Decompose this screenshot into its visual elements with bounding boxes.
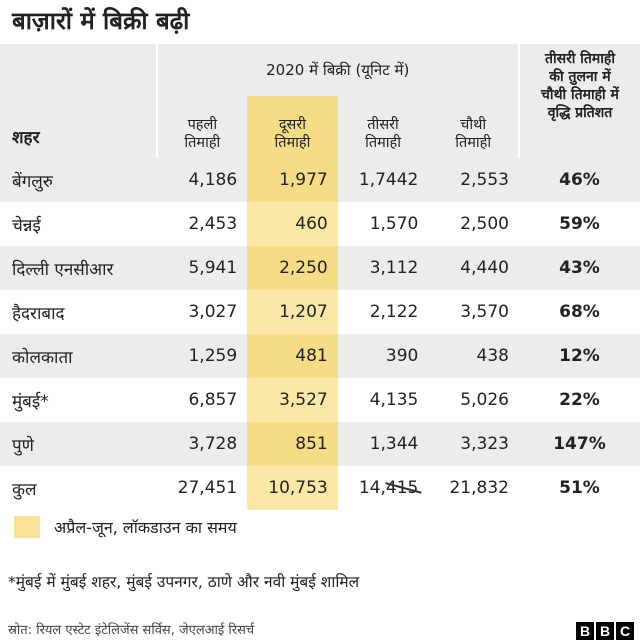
- q2-cell: 3,527: [247, 378, 338, 422]
- q1-cell: 5,941: [156, 246, 248, 290]
- q4-cell: 2,500: [428, 202, 519, 246]
- q1-header-line: पहली: [187, 117, 218, 133]
- table-row: कोलकाता 1,259 481 390 438 12%: [0, 334, 640, 378]
- q1-cell: 1,259: [156, 334, 248, 378]
- q3-total-struck: 14,415: [358, 478, 419, 498]
- city-cell: मुंबई*: [0, 378, 157, 422]
- growth-header-line: की तुलना में: [549, 69, 611, 85]
- q4-cell: 438: [428, 334, 519, 378]
- q2-header-line: तिमाही: [274, 135, 311, 151]
- city-cell: चेन्नई: [0, 202, 157, 246]
- q2-column-header: दूसरी तिमाही: [247, 96, 338, 158]
- table-row: मुंबई* 6,857 3,527 4,135 5,026 22%: [0, 378, 640, 422]
- q1-cell: 6,857: [156, 378, 248, 422]
- q3-cell: 4,135: [337, 378, 429, 422]
- table-row: पुणे 3,728 851 1,344 3,323 147%: [0, 422, 640, 466]
- q3-cell: 2,122: [337, 290, 429, 334]
- q2-cell: 10,753: [247, 466, 338, 510]
- growth-cell: 46%: [518, 158, 640, 202]
- q3-cell: 1,570: [337, 202, 429, 246]
- growth-header-line: वृद्धि प्रतिशत: [547, 105, 613, 121]
- q2-cell: 2,250: [247, 246, 338, 290]
- q4-cell: 3,323: [428, 422, 519, 466]
- sales-group-header: 2020 में बिक्री (यूनिट में): [155, 44, 519, 96]
- q1-column-header: पहली तिमाही: [155, 96, 248, 158]
- q1-cell: 27,451: [156, 466, 248, 510]
- q2-header-line: दूसरी: [278, 117, 307, 133]
- q3-cell: 390: [337, 334, 429, 378]
- q1-header-line: तिमाही: [184, 135, 221, 151]
- growth-cell: 147%: [518, 422, 640, 466]
- source-note: स्रोत: रियल एस्टेट इंटेलिजेंस सर्विस, जे…: [8, 623, 255, 638]
- q4-cell: 3,570: [428, 290, 519, 334]
- q3-column-header: तीसरी तिमाही: [337, 96, 429, 158]
- growth-cell: 59%: [518, 202, 640, 246]
- table-row: हैदराबाद 3,027 1,207 2,122 3,570 68%: [0, 290, 640, 334]
- page-title: बाज़ारों में बिक्री बढ़ी: [12, 7, 190, 35]
- growth-cell: 43%: [518, 246, 640, 290]
- city-cell: बेंगलुरु: [0, 158, 157, 202]
- q3-cell: 1,344: [337, 422, 429, 466]
- legend-swatch: [14, 516, 40, 538]
- q1-cell: 3,027: [156, 290, 248, 334]
- q4-cell: 5,026: [428, 378, 519, 422]
- q2-cell: 481: [247, 334, 338, 378]
- table-row: दिल्ली एनसीआर 5,941 2,250 3,112 4,440 43…: [0, 246, 640, 290]
- city-cell: पुणे: [0, 422, 157, 466]
- growth-header-line: चौथी तिमाही में: [541, 87, 619, 103]
- q2-cell: 1,977: [247, 158, 338, 202]
- q3-header-line: तीसरी: [367, 117, 399, 133]
- growth-cell: 12%: [518, 334, 640, 378]
- q3-cell: 1,7442: [337, 158, 429, 202]
- legend-label: अप्रैल-जून, लॉकडाउन का समय: [54, 518, 237, 537]
- q4-header-line: चौथी: [460, 117, 487, 133]
- logo-letter: B: [596, 622, 614, 640]
- table-header-row-top: शहर 2020 में बिक्री (यूनिट में) तीसरी ति…: [0, 44, 640, 158]
- logo-letter: B: [576, 622, 594, 640]
- footnote: *मुंबई में मुंबई शहर, मुंबई उपनगर, ठाणे …: [8, 573, 360, 591]
- city-cell: दिल्ली एनसीआर: [0, 246, 157, 290]
- growth-cell: 22%: [518, 378, 640, 422]
- growth-cell: 51%: [518, 466, 640, 510]
- growth-column-header: तीसरी तिमाही की तुलना में चौथी तिमाही मे…: [517, 44, 640, 158]
- table-row: बेंगलुरु 4,186 1,977 1,7442 2,553 46%: [0, 158, 640, 202]
- q4-cell: 21,832: [428, 466, 519, 510]
- table-row-total: कुल 27,451 10,753 14,415 21,832 51%: [0, 466, 640, 510]
- q3-cell: 14,415: [337, 466, 429, 510]
- q3-header-line: तिमाही: [365, 135, 401, 151]
- sales-table: शहर 2020 में बिक्री (यूनिट में) तीसरी ति…: [0, 44, 640, 510]
- city-cell: कोलकाता: [0, 334, 157, 378]
- growth-header-line: तीसरी तिमाही: [545, 51, 615, 67]
- city-cell: हैदराबाद: [0, 290, 157, 334]
- growth-cell: 68%: [518, 290, 640, 334]
- q1-cell: 2,453: [156, 202, 248, 246]
- q4-header-line: तिमाही: [455, 135, 492, 151]
- q3-cell: 3,112: [337, 246, 429, 290]
- table-header-row-bottom: पहली तिमाही दूसरी तिमाही तीसरी तिमाही चौ…: [0, 96, 640, 158]
- q2-cell: 460: [247, 202, 338, 246]
- q4-cell: 2,553: [428, 158, 519, 202]
- bbc-logo: B B C: [576, 622, 634, 640]
- q4-column-header: चौथी तिमाही: [428, 96, 519, 158]
- logo-letter: C: [616, 622, 634, 640]
- q2-cell: 851: [247, 422, 338, 466]
- table-row: चेन्नई 2,453 460 1,570 2,500 59%: [0, 202, 640, 246]
- city-column-header: शहर: [0, 44, 157, 158]
- city-cell: कुल: [0, 466, 157, 510]
- q2-cell: 1,207: [247, 290, 338, 334]
- q1-cell: 4,186: [156, 158, 248, 202]
- q4-cell: 4,440: [428, 246, 519, 290]
- q1-cell: 3,728: [156, 422, 248, 466]
